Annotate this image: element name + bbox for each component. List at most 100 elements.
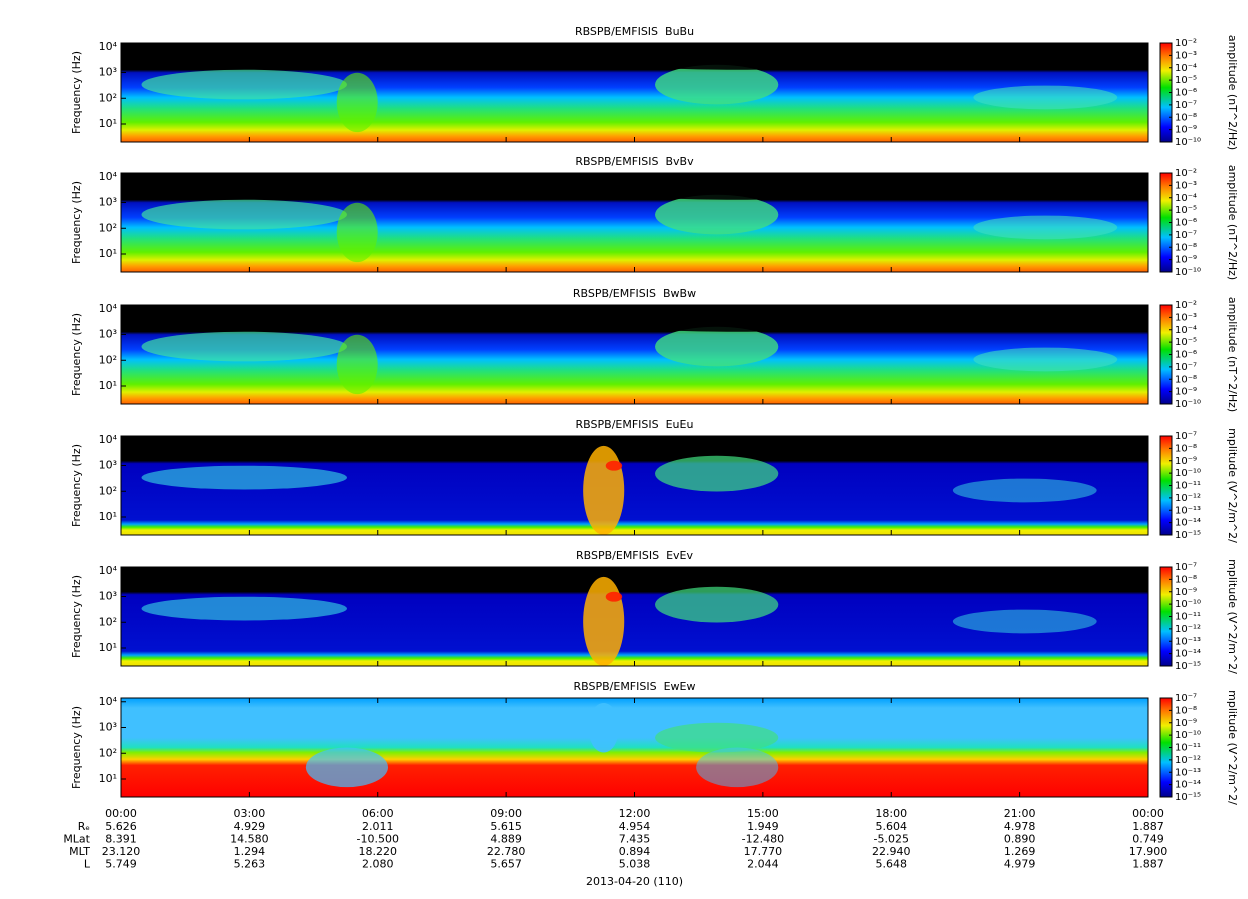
spectral-feature <box>634 321 840 332</box>
colorbar-tick-label: 10⁻⁷ <box>1175 693 1197 704</box>
y-tick-label: 10¹ <box>99 510 117 523</box>
spectral-feature <box>634 59 840 70</box>
y-tick-label: 10³ <box>99 66 117 79</box>
colorbar-tick-label: 10⁻⁸ <box>1175 574 1197 585</box>
colorbar-tick-label: 10⁻¹³ <box>1175 505 1201 516</box>
spectral-feature <box>655 326 779 367</box>
colorbar-tick-label: 10⁻⁸ <box>1175 112 1197 123</box>
panel-title: RBSPB/EMFISIS BwBw <box>573 287 696 300</box>
ephemeris-value: 4.954 <box>619 820 651 833</box>
ephemeris-value: 5.657 <box>490 858 522 871</box>
ephemeris-value: 1.887 <box>1132 858 1164 871</box>
panel-title: RBSPB/EMFISIS EwEw <box>574 680 696 693</box>
ephemeris-value: 4.889 <box>490 833 522 846</box>
colorbar-tick-label: 10⁻¹⁰ <box>1175 137 1201 148</box>
ephemeris-value: -12.480 <box>742 833 784 846</box>
ephemeris-value: 18.220 <box>359 845 398 858</box>
colorbar-tick-label: 10⁻¹³ <box>1175 636 1201 647</box>
colorbar-tick-label: 10⁻³ <box>1175 312 1197 323</box>
y-tick-label: 10³ <box>99 328 117 341</box>
spectral-feature <box>583 576 625 666</box>
ephemeris-value: 2.011 <box>362 820 394 833</box>
y-axis-label: Frequency (Hz) <box>70 51 83 134</box>
spectral-feature <box>973 215 1118 240</box>
colorbar-tick-label: 10⁻⁸ <box>1175 443 1197 454</box>
ephemeris-label: Rₑ <box>78 820 90 833</box>
y-tick-label: 10¹ <box>99 772 117 785</box>
x-tick-label: 06:00 <box>362 807 394 820</box>
ephemeris-value: 5.604 <box>876 820 908 833</box>
spectral-feature <box>655 64 779 105</box>
x-tick-label: 15:00 <box>747 807 779 820</box>
colorbar-tick-label: 10⁻¹⁰ <box>1175 599 1201 610</box>
ephemeris-value: -5.025 <box>874 833 909 846</box>
spectral-feature <box>952 609 1097 634</box>
y-tick-label: 10² <box>99 746 117 759</box>
colorbar-tick-label: 10⁻¹¹ <box>1175 481 1201 492</box>
colorbar-tick-label: 10⁻⁹ <box>1175 387 1197 398</box>
colorbar-label: mplitude (V^2/m^2/ <box>1226 559 1239 674</box>
colorbar-tick-label: 10⁻⁷ <box>1175 230 1197 241</box>
ephemeris-label: MLT <box>69 845 90 858</box>
ephemeris-value: 1.294 <box>234 845 266 858</box>
spectral-feature <box>336 72 378 133</box>
colorbar-tick-label: 10⁻² <box>1175 300 1197 311</box>
x-tick-label: 21:00 <box>1004 807 1036 820</box>
ephemeris-value: 7.435 <box>619 833 651 846</box>
y-axis-label: Frequency (Hz) <box>70 313 83 396</box>
y-axis-label: Frequency (Hz) <box>70 444 83 527</box>
spectral-feature <box>696 747 779 788</box>
ephemeris-value: 5.626 <box>105 820 137 833</box>
y-axis-label: Frequency (Hz) <box>70 181 83 264</box>
ephemeris-value: 5.749 <box>105 858 137 871</box>
y-tick-label: 10³ <box>99 196 117 209</box>
colorbar-tick-label: 10⁻¹⁴ <box>1175 649 1201 660</box>
y-tick-label: 10³ <box>99 459 117 472</box>
spectral-feature <box>141 199 347 230</box>
spectral-feature <box>973 85 1118 110</box>
y-tick-label: 10⁴ <box>99 302 118 315</box>
spectrogram-image <box>121 567 1148 666</box>
x-tick-label: 00:00 <box>1132 807 1164 820</box>
y-tick-label: 10⁴ <box>99 170 118 183</box>
ephemeris-value: -10.500 <box>357 833 399 846</box>
ephemeris-value: 4.929 <box>234 820 266 833</box>
spectral-feature <box>583 445 625 535</box>
y-tick-label: 10⁴ <box>99 40 118 53</box>
panel-title: RBSPB/EMFISIS EvEv <box>576 549 693 562</box>
colorbar-tick-label: 10⁻⁸ <box>1175 242 1197 253</box>
y-axis-label: Frequency (Hz) <box>70 575 83 658</box>
colorbar-tick-label: 10⁻⁵ <box>1175 205 1197 216</box>
colorbar-tick-label: 10⁻⁹ <box>1175 587 1197 598</box>
colorbar-tick-label: 10⁻⁷ <box>1175 431 1197 442</box>
spectral-feature <box>336 202 378 263</box>
colorbar-tick-label: 10⁻¹² <box>1175 493 1201 504</box>
y-tick-label: 10¹ <box>99 641 117 654</box>
colorbar-tick-label: 10⁻¹⁵ <box>1175 792 1201 803</box>
ephemeris-value: 5.648 <box>876 858 908 871</box>
colorbar-tick-label: 10⁻¹¹ <box>1175 612 1201 623</box>
ephemeris-value: 5.615 <box>490 820 522 833</box>
x-tick-label: 09:00 <box>490 807 522 820</box>
colorbar-tick-label: 10⁻⁷ <box>1175 562 1197 573</box>
ephemeris-value: 22.940 <box>872 845 911 858</box>
x-tick-label: 12:00 <box>619 807 651 820</box>
ephemeris-value: 1.887 <box>1132 820 1164 833</box>
colorbar-tick-label: 10⁻³ <box>1175 50 1197 61</box>
spectral-feature <box>141 465 347 490</box>
y-tick-label: 10² <box>99 484 117 497</box>
spectral-feature <box>141 596 347 621</box>
colorbar-tick-label: 10⁻¹¹ <box>1175 743 1201 754</box>
colorbar-tick-label: 10⁻² <box>1175 168 1197 179</box>
spectrogram-image <box>121 436 1148 535</box>
spectrogram-image <box>121 43 1148 142</box>
y-tick-label: 10¹ <box>99 379 117 392</box>
ephemeris-value: 17.770 <box>744 845 783 858</box>
y-axis-label: Frequency (Hz) <box>70 706 83 789</box>
colorbar-tick-label: 10⁻¹² <box>1175 755 1201 766</box>
colorbar-tick-label: 10⁻⁶ <box>1175 350 1197 361</box>
colorbar-tick-label: 10⁻³ <box>1175 180 1197 191</box>
colorbar-tick-label: 10⁻⁴ <box>1175 325 1197 336</box>
spectrogram-image <box>121 173 1148 272</box>
